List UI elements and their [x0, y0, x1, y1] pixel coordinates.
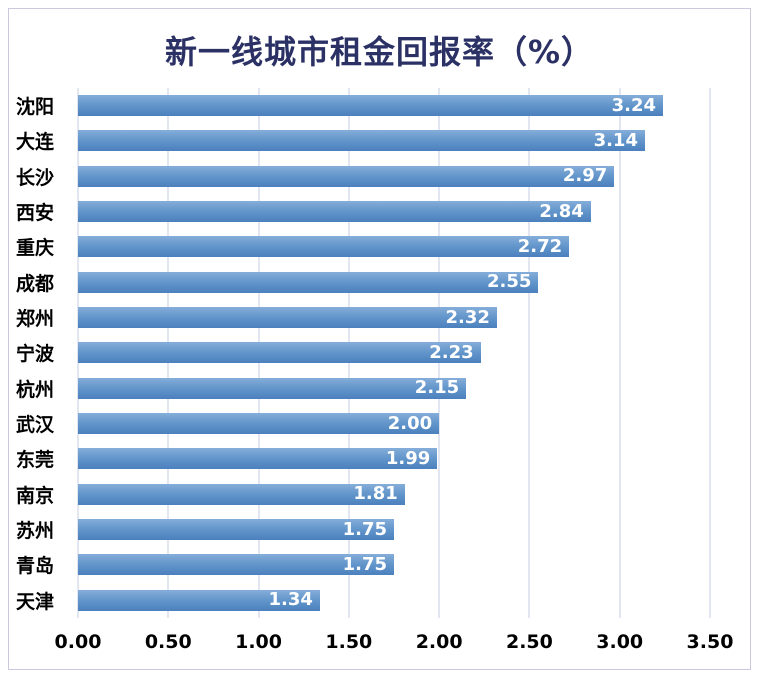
x-axis-tick-label: 0.50 [144, 631, 192, 653]
bar-value-label: 2.23 [429, 341, 474, 363]
bar: 2.15 [78, 377, 467, 399]
bar-value-label: 1.75 [342, 553, 387, 575]
bar-value-label: 2.55 [487, 271, 532, 293]
bar-value-label: 2.84 [539, 200, 584, 222]
bar-value-label: 1.81 [353, 483, 398, 505]
x-axis-tick-label: 1.00 [235, 631, 283, 653]
category-label: 武汉 [16, 414, 55, 437]
category-label: 郑州 [16, 308, 55, 331]
bar: 2.32 [78, 306, 497, 329]
bar-row: 2.72 [78, 229, 710, 264]
bar-row: 2.15 [78, 371, 710, 406]
bar-row: 2.00 [78, 406, 710, 441]
bar-value-label: 2.32 [445, 306, 490, 328]
bar: 3.24 [78, 94, 664, 117]
bar-row: 1.99 [78, 441, 710, 476]
category-label: 长沙 [16, 166, 55, 189]
bar-row: 1.81 [78, 477, 710, 512]
x-axis: 0.00 0.50 1.00 1.50 2.00 2.50 3.00 3.50 [55, 631, 734, 661]
category-label: 南京 [16, 484, 55, 507]
bar: 2.97 [78, 165, 615, 187]
bar: 1.75 [78, 553, 394, 576]
category-label: 东莞 [16, 449, 55, 472]
category-label: 宁波 [16, 343, 55, 366]
category-label: 大连 [16, 131, 55, 154]
x-axis-tick-label: 3.00 [596, 631, 644, 653]
x-axis-tick-label: 1.50 [325, 631, 373, 653]
bar-value-label: 3.14 [593, 129, 638, 151]
category-label: 青岛 [16, 555, 55, 578]
bar: 1.99 [78, 447, 438, 470]
x-axis-tick-label: 2.50 [505, 631, 553, 653]
category-label: 天津 [16, 590, 55, 613]
bar-value-label: 2.72 [517, 235, 563, 257]
category-label: 苏州 [16, 520, 55, 543]
bar-row: 2.23 [78, 335, 710, 370]
bar-row: 3.14 [78, 123, 710, 158]
x-axis-tick-label: 0.00 [54, 631, 102, 653]
bar-value-label: 2.00 [387, 412, 433, 434]
bar-row: 3.24 [78, 88, 710, 123]
bar-row: 2.32 [78, 300, 710, 335]
bar: 1.81 [78, 483, 405, 505]
gridline [619, 88, 621, 618]
bar: 2.84 [78, 200, 591, 223]
gridline [528, 88, 530, 618]
bar-value-label: 3.24 [611, 94, 657, 116]
bar-row: 2.97 [78, 159, 710, 194]
plot-area: 3.24 3.14 2.97 2.84 2.72 2.55 2.32 2.23 2.15 2.00… [77, 88, 711, 618]
bar-row: 2.55 [78, 265, 710, 300]
bar-value-label: 2.15 [414, 377, 460, 399]
chart-title: 新一线城市租金回报率（%） [164, 33, 595, 71]
bar: 2.00 [78, 412, 440, 435]
bar-value-label: 1.75 [342, 518, 387, 540]
bar: 1.75 [78, 518, 394, 541]
bar-value-label: 2.97 [562, 165, 608, 187]
category-labels: 沈阳大连长沙西安重庆成都郑州宁波杭州武汉东莞南京苏州青岛天津 [16, 88, 74, 618]
bar: 2.55 [78, 271, 539, 293]
category-label: 成都 [16, 272, 55, 295]
bar: 3.14 [78, 129, 645, 152]
bar-row: 1.34 [78, 583, 710, 618]
bar-row: 2.84 [78, 194, 710, 229]
category-label: 重庆 [16, 237, 55, 260]
bar-row: 1.75 [78, 547, 710, 582]
category-label: 沈阳 [16, 96, 55, 119]
category-label: 杭州 [16, 378, 55, 401]
category-label: 西安 [16, 202, 55, 225]
bar: 2.23 [78, 341, 481, 364]
x-axis-tick-label: 2.00 [415, 631, 463, 653]
gridline [709, 88, 711, 618]
bar-row: 1.75 [78, 512, 710, 547]
bar-value-label: 1.99 [385, 447, 431, 469]
bar: 2.72 [78, 235, 570, 258]
bars: 3.24 3.14 2.97 2.84 2.72 2.55 2.32 2.23 2.15 2.00… [78, 88, 710, 618]
bar-value-label: 1.34 [268, 589, 313, 611]
x-axis-tick-label: 3.50 [686, 631, 734, 653]
bar: 1.34 [78, 589, 320, 611]
